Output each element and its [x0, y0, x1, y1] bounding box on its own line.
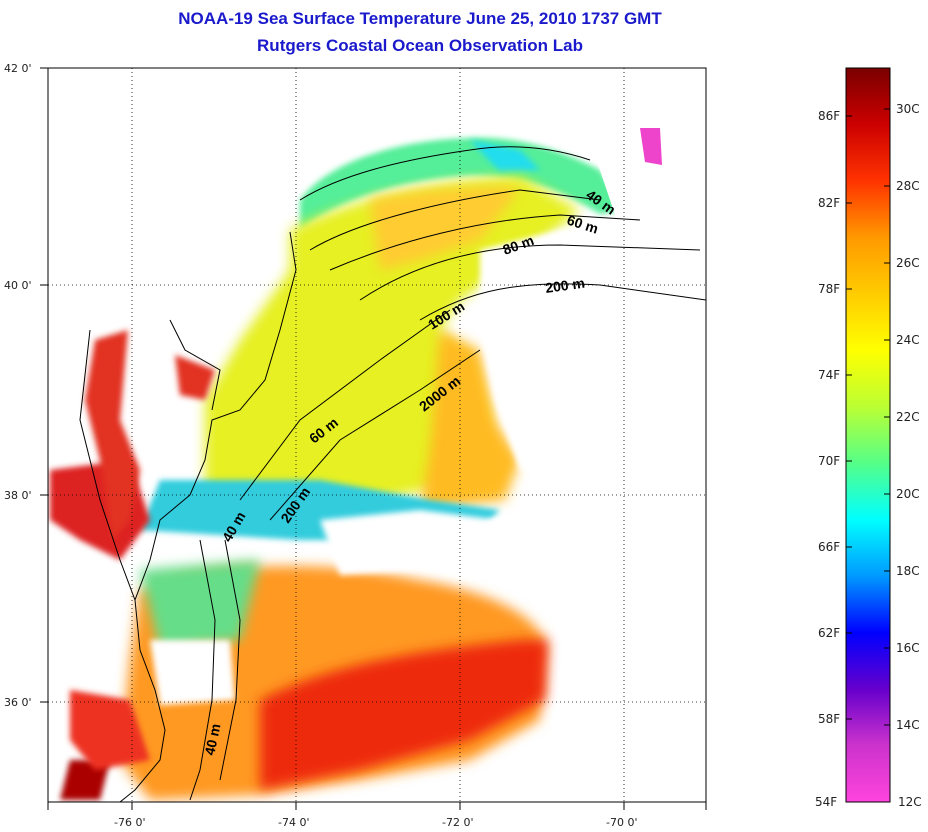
long-island-coast	[299, 146, 591, 201]
lon-label-74: -74 0'	[278, 816, 310, 829]
colorbar-f-label: 70F	[818, 454, 840, 468]
plot-frame	[47, 67, 707, 803]
coastline	[119, 231, 297, 802]
lon-label-72: -72 0'	[442, 816, 474, 829]
isobath-200m	[419, 283, 706, 321]
colorbar-f-label: 66F	[818, 540, 840, 554]
isobath-label: 200 m	[544, 275, 586, 296]
colorbar-f-label: 78F	[818, 282, 840, 296]
sst-field	[50, 70, 706, 800]
colorbar-f-label: 54F	[815, 795, 837, 809]
cloud-gap-mid	[320, 510, 520, 580]
sst-gulfstream-red	[260, 640, 548, 790]
sst-pamlico-sound	[70, 690, 150, 770]
isobath-south-1	[189, 539, 216, 801]
colorbar-f-label: 86F	[818, 109, 840, 123]
colorbar-f-label: 62F	[818, 626, 840, 640]
sst-slope-orange	[420, 330, 520, 510]
isobath-100m-slope	[239, 309, 451, 501]
colorbar-c-label: 30C	[896, 102, 920, 116]
lat-label-42: 42 0'	[4, 62, 32, 75]
colorbar-c-label: 22C	[896, 410, 920, 424]
colorbar-f-label: 58F	[818, 712, 840, 726]
lon-label-70: -70 0'	[606, 816, 638, 829]
colorbar: 86F 82F 78F 74F 70F 66F 62F 58F 54F 30C …	[815, 67, 922, 809]
sst-northeast-band	[300, 137, 625, 230]
isobath-60m	[329, 214, 641, 271]
isobath-south-2	[219, 539, 241, 781]
lat-label-40: 40 0'	[4, 279, 32, 292]
colorbar-c-label: 14C	[896, 718, 920, 732]
sst-cold-patch	[640, 128, 662, 165]
isobath-40m	[309, 189, 601, 251]
isobath-label: 40 m	[201, 722, 223, 757]
colorbar-c-label: 16C	[896, 641, 920, 655]
lat-label-36: 36 0'	[4, 696, 32, 709]
colorbar-f-label: 74F	[818, 368, 840, 382]
graticule	[48, 68, 706, 802]
cloud-gap-gulf	[150, 640, 235, 705]
sst-south-mixed	[140, 560, 260, 650]
cloud-gap-north	[560, 70, 706, 240]
sst-shelf-orange	[370, 187, 520, 270]
lon-label-76: -76 0'	[114, 816, 146, 829]
colorbar-c-label: 20C	[896, 487, 920, 501]
colorbar-f-label: 82F	[818, 196, 840, 210]
colorbar-c-label: 12C	[898, 795, 922, 809]
lat-label-38: 38 0'	[4, 489, 32, 502]
colorbar-ticks	[846, 108, 890, 726]
sst-delaware-bay	[175, 355, 215, 400]
colorbar-c-label: 24C	[896, 333, 920, 347]
colorbar-c-label: 18C	[896, 564, 920, 578]
isobath-2000m	[269, 349, 481, 521]
plot-ticks	[40, 67, 707, 810]
cloud-gap-offshore	[480, 230, 706, 520]
map-title: NOAA-19 Sea Surface Temperature June 25,…	[178, 9, 662, 28]
colorbar-gradient	[845, 67, 891, 803]
sst-chesapeake-bay	[85, 330, 140, 540]
colorbar-c-label: 28C	[896, 179, 920, 193]
colorbar-c-label: 26C	[896, 256, 920, 270]
sst-cape-hatteras-dark	[60, 760, 110, 800]
delaware-shore	[169, 319, 221, 411]
chesapeake-shore	[79, 329, 136, 601]
map-subtitle: Rutgers Coastal Ocean Observation Lab	[257, 36, 583, 55]
